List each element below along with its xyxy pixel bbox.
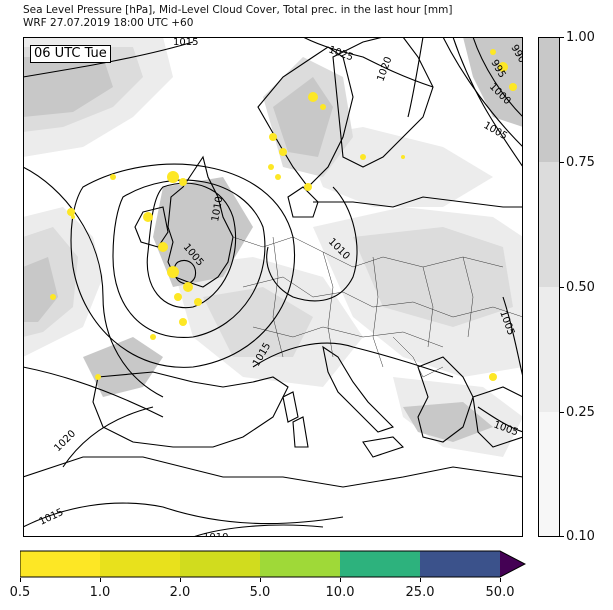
precip-level bbox=[20, 551, 100, 577]
isobar-label: 1015 bbox=[173, 37, 198, 48]
isobar-label: 1010 bbox=[203, 532, 228, 537]
precip-layer bbox=[50, 49, 517, 381]
precip-tick-label: 5.0 bbox=[249, 585, 271, 600]
cloud-tick-label: 0.25 bbox=[566, 405, 595, 420]
precip-tickmark bbox=[180, 578, 181, 582]
precip-level bbox=[420, 551, 500, 577]
cloud-tick-label: 1.00 bbox=[566, 30, 595, 45]
precip-tickmark bbox=[340, 578, 341, 582]
cloud-tickmark bbox=[560, 37, 564, 38]
precip-tickmark bbox=[20, 578, 21, 582]
precip-level bbox=[340, 551, 420, 577]
precip-level bbox=[100, 551, 180, 577]
cloud-level-0.75-1 bbox=[538, 37, 560, 162]
cloud-level-0.5-0.75 bbox=[538, 162, 560, 287]
precip-extend-arrow bbox=[500, 551, 525, 577]
cloud-level-0.25-0.5 bbox=[538, 287, 560, 412]
precip-colorbar bbox=[19, 550, 527, 578]
isobars bbox=[23, 37, 523, 537]
cloud-level-0-0.25 bbox=[538, 412, 560, 537]
cloud-tick-label: 0.50 bbox=[566, 280, 595, 295]
map-subtitle: WRF 27.07.2019 18:00 UTC +60 bbox=[23, 17, 194, 29]
cloud-tick-label: 0.10 bbox=[566, 529, 595, 544]
cloud-tickmark bbox=[560, 536, 564, 537]
precip-tickmark bbox=[260, 578, 261, 582]
coastlines bbox=[23, 37, 523, 488]
time-label: 06 UTC Tue bbox=[30, 45, 111, 63]
precip-tick-label: 2.0 bbox=[169, 585, 191, 600]
precip-tickmark bbox=[420, 578, 421, 582]
map-title: Sea Level Pressure [hPa], Mid-Level Clou… bbox=[23, 4, 453, 16]
cloud-cover-colorbar bbox=[538, 37, 560, 537]
precip-level bbox=[180, 551, 260, 577]
precip-level bbox=[260, 551, 340, 577]
country-borders bbox=[232, 236, 523, 378]
cloud-tick-label: 0.75 bbox=[566, 155, 595, 170]
cloud-tickmark bbox=[560, 162, 564, 163]
precip-tick-label: 1.0 bbox=[89, 585, 111, 600]
precip-tick-label: 0.5 bbox=[9, 585, 31, 600]
precip-tick-label: 50.0 bbox=[485, 585, 515, 600]
map-frame bbox=[23, 37, 523, 537]
precip-tick-label: 10.0 bbox=[325, 585, 355, 600]
weather-map: 1015 1025 1020 995 990 1000 1005 1010 10… bbox=[23, 37, 523, 537]
isobar-label: 1010 bbox=[210, 196, 225, 223]
precip-tick-label: 25.0 bbox=[405, 585, 435, 600]
cloud-tickmark bbox=[560, 412, 564, 413]
precip-tickmark bbox=[100, 578, 101, 582]
precip-tickmark bbox=[500, 578, 501, 582]
cloud-tickmark bbox=[560, 287, 564, 288]
